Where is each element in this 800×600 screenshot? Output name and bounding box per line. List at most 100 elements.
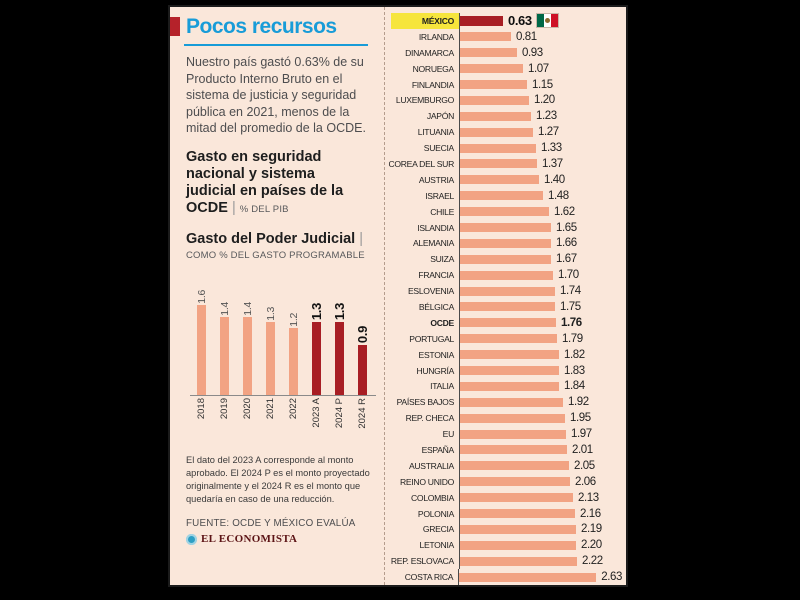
country-bar-area: 1.97 xyxy=(459,426,622,443)
country-label: LUXEMBURGO xyxy=(395,95,454,106)
country-row: ESPAÑA 2.01 xyxy=(391,442,622,458)
year-label-slot: 2019 xyxy=(213,398,236,444)
year-label: 2022 xyxy=(288,398,299,420)
country-value: 2.20 xyxy=(581,539,602,552)
country-label-cell: COREA DEL SUR xyxy=(388,156,459,172)
country-row: ISLANDIA 1.65 xyxy=(391,219,622,236)
chart-heading-ocde-text: Gasto en seguridad nacional y sistema ju… xyxy=(186,148,344,216)
country-label: ISLANDIA xyxy=(417,222,454,233)
country-value: 1.66 xyxy=(556,237,577,250)
country-bar xyxy=(460,238,551,248)
year-bar xyxy=(220,317,229,396)
country-label: LETONIA xyxy=(419,540,454,551)
country-chart: MÉXICO 0.63 IRLANDA 0.81 DINAMARCA 0.93 … xyxy=(385,7,626,586)
country-row: BÉLGICA 1.75 xyxy=(391,299,622,315)
country-bar-area: 2.01 xyxy=(459,442,622,458)
country-value: 1.74 xyxy=(560,285,581,298)
country-label: ISRAEL xyxy=(425,190,454,201)
country-value: 1.67 xyxy=(556,253,577,266)
year-label-slot: 2023 A xyxy=(305,398,328,444)
country-value: 1.79 xyxy=(562,332,583,345)
country-bar-area: 1.84 xyxy=(459,378,622,395)
year-bar xyxy=(289,328,298,396)
country-label: ALEMANIA xyxy=(412,238,454,249)
country-label: LITUANIA xyxy=(417,127,455,138)
country-label-cell: LITUANIA xyxy=(391,124,459,140)
country-bar-area: 1.76 xyxy=(459,314,622,331)
country-label-cell: ALEMANIA xyxy=(391,235,459,251)
country-value: 1.75 xyxy=(560,300,581,313)
country-label-cell: ESTONIA xyxy=(391,347,459,363)
chart-heading-ocde: Gasto en seguridad nacional y sistema ju… xyxy=(186,149,364,217)
country-label: REP. CHECA xyxy=(405,413,455,424)
year-bar-value: 1.2 xyxy=(287,312,300,327)
chart-heading-judicial-unit: COMO % DEL GASTO PROGRAMABLE xyxy=(186,250,365,262)
country-row: FINLANDIA 1.15 xyxy=(391,76,622,93)
country-label-cell: LETONIA xyxy=(391,537,459,553)
country-value: 1.37 xyxy=(542,157,563,170)
country-bar-area: 1.66 xyxy=(459,235,622,252)
country-bar xyxy=(460,429,566,439)
year-label: 2018 xyxy=(196,398,207,420)
country-row: DINAMARCA 0.93 xyxy=(391,44,622,61)
year-bar-value: 1.6 xyxy=(195,289,208,304)
country-value: 1.65 xyxy=(556,221,577,234)
country-label: REP. ESLOVACA xyxy=(390,556,454,567)
el-economista-logo-icon xyxy=(186,533,197,545)
year-label-slot: 2024 P xyxy=(328,398,351,444)
country-chart-rows: MÉXICO 0.63 IRLANDA 0.81 DINAMARCA 0.93 … xyxy=(388,13,622,586)
heading-separator: | xyxy=(231,199,236,216)
year-bar xyxy=(243,317,252,396)
country-value: 1.48 xyxy=(548,189,569,202)
country-bar xyxy=(460,477,570,487)
country-row: PAÍSES BAJOS 1.92 xyxy=(391,394,622,411)
country-label-cell: SUIZA xyxy=(391,251,459,267)
country-bar-area: 1.33 xyxy=(459,140,622,157)
country-value: 1.95 xyxy=(570,412,591,425)
country-label: SUECIA xyxy=(423,143,455,154)
country-row: ESTONIA 1.82 xyxy=(391,346,622,363)
country-bar-area: 1.75 xyxy=(459,299,622,315)
country-label-cell: PORTUGAL xyxy=(391,331,459,347)
country-bar xyxy=(460,286,555,296)
country-row: ESLOVENIA 1.74 xyxy=(391,283,622,300)
country-label: EU xyxy=(442,429,455,440)
country-label: FRANCIA xyxy=(418,270,454,281)
country-bar xyxy=(460,159,537,169)
year-bar xyxy=(312,322,321,396)
country-row: AUSTRALIA 2.05 xyxy=(391,457,622,474)
year-bar xyxy=(358,345,367,396)
year-label-slot: 2018 xyxy=(190,398,213,444)
country-label-cell: ISLANDIA xyxy=(391,220,459,236)
year-label: 2024 R xyxy=(357,398,368,429)
country-bar xyxy=(460,143,536,153)
country-value: 1.33 xyxy=(541,142,562,155)
country-value: 1.76 xyxy=(561,316,582,329)
country-label: DINAMARCA xyxy=(405,47,454,58)
country-label-cell: PAÍSES BAJOS xyxy=(391,394,459,410)
country-bar xyxy=(460,270,553,280)
year-bar-group: 0.9 xyxy=(351,326,374,396)
country-bar xyxy=(460,302,555,312)
country-label: CHILE xyxy=(430,206,454,217)
country-label: ESLOVENIA xyxy=(407,286,454,297)
country-bar-area: 0.63 xyxy=(459,13,622,29)
country-value: 2.01 xyxy=(572,443,593,456)
country-label-cell: FRANCIA xyxy=(391,267,459,283)
year-bar-value: 1.3 xyxy=(332,303,347,321)
country-label: HUNGRÍA xyxy=(416,365,454,376)
year-label-slot: 2020 xyxy=(236,398,259,444)
year-bar-group: 1.3 xyxy=(328,303,351,396)
country-row: ALEMANIA 1.66 xyxy=(391,235,622,252)
country-row: ISRAEL 1.48 xyxy=(391,187,622,204)
year-label: 2021 xyxy=(265,398,276,420)
country-row: GRECIA 2.19 xyxy=(391,521,622,538)
country-value: 1.23 xyxy=(536,110,557,123)
country-bar xyxy=(460,540,576,550)
intro-paragraph: Nuestro país gastó 0.63% de su Producto … xyxy=(186,55,366,135)
country-label: SUIZA xyxy=(430,254,454,265)
country-bar xyxy=(460,32,511,42)
country-label: ITALIA xyxy=(430,381,454,392)
country-value: 1.83 xyxy=(564,364,585,377)
year-bar-group: 1.2 xyxy=(282,313,305,396)
